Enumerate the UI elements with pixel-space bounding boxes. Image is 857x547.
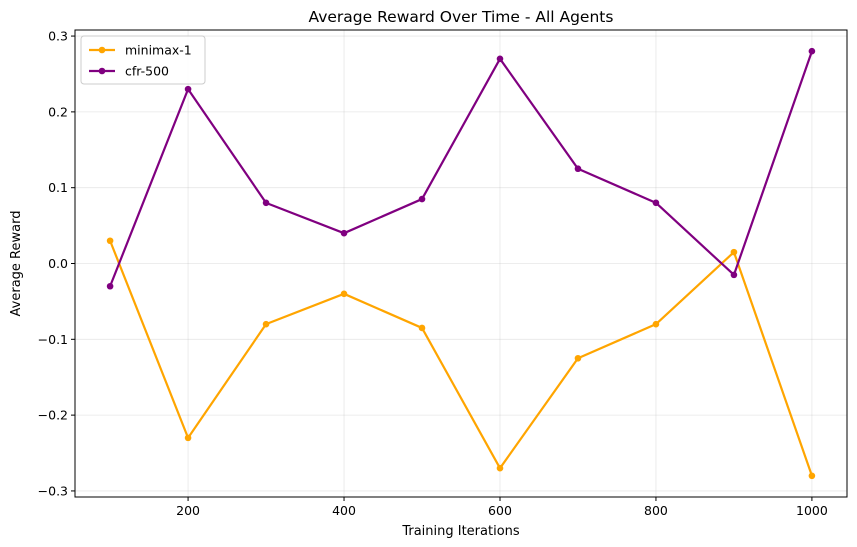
series-cfr-500 — [106, 47, 816, 290]
series-layer — [106, 47, 816, 480]
data-point-cfr-500 — [184, 85, 192, 93]
data-point-minimax-1 — [496, 464, 504, 472]
x-tick-label: 200 — [176, 503, 200, 518]
data-point-cfr-500 — [340, 229, 348, 237]
y-tick-label: 0.0 — [48, 256, 68, 271]
x-tick-label: 1000 — [796, 503, 828, 518]
legend-entry-minimax-1: minimax-1 — [89, 43, 192, 58]
legend-entry-cfr-500: cfr-500 — [89, 64, 169, 79]
data-point-cfr-500 — [496, 55, 504, 63]
data-point-minimax-1 — [574, 354, 582, 362]
series-line-cfr-500 — [109, 50, 813, 287]
y-tick-label: −0.2 — [38, 408, 68, 423]
data-point-minimax-1 — [730, 248, 738, 256]
y-tick-label: −0.1 — [38, 332, 68, 347]
series-minimax-1 — [106, 237, 816, 480]
x-axis-label: Training Iterations — [401, 524, 520, 539]
data-point-minimax-1 — [262, 320, 270, 328]
y-axis-label: Average Reward — [9, 211, 24, 317]
legend-label: cfr-500 — [125, 64, 169, 79]
legend-marker — [98, 67, 106, 75]
y-tick-label: 0.1 — [48, 180, 68, 195]
series-line-minimax-1 — [109, 240, 813, 477]
data-point-cfr-500 — [730, 271, 738, 279]
legend: minimax-1 cfr-500 — [80, 35, 206, 85]
data-point-cfr-500 — [262, 199, 270, 207]
data-point-cfr-500 — [418, 195, 426, 203]
x-tick-label: 400 — [332, 503, 356, 518]
data-point-minimax-1 — [808, 472, 816, 480]
data-point-minimax-1 — [418, 324, 426, 332]
x-tick-label: 800 — [644, 503, 668, 518]
data-point-minimax-1 — [106, 237, 114, 245]
data-point-cfr-500 — [574, 165, 582, 173]
y-tick-label: 0.3 — [48, 29, 68, 44]
data-point-minimax-1 — [340, 290, 348, 298]
data-point-minimax-1 — [184, 434, 192, 442]
data-point-minimax-1 — [652, 320, 660, 328]
y-tick-label: −0.3 — [38, 483, 68, 498]
x-tick-label: 600 — [488, 503, 512, 518]
legend-label: minimax-1 — [125, 43, 192, 58]
grid-layer — [75, 30, 847, 497]
ticks-layer: 200 400 600 800 1000 −0.3 −0.2 −0.1 0.0 0.1 0.2 0.3 — [38, 29, 828, 518]
chart-title: Average Reward Over Time - All Agents — [309, 8, 614, 26]
y-tick-label: 0.2 — [48, 104, 68, 119]
data-point-cfr-500 — [652, 199, 660, 207]
legend-marker — [98, 46, 106, 54]
data-point-cfr-500 — [106, 282, 114, 290]
data-point-cfr-500 — [808, 47, 816, 55]
